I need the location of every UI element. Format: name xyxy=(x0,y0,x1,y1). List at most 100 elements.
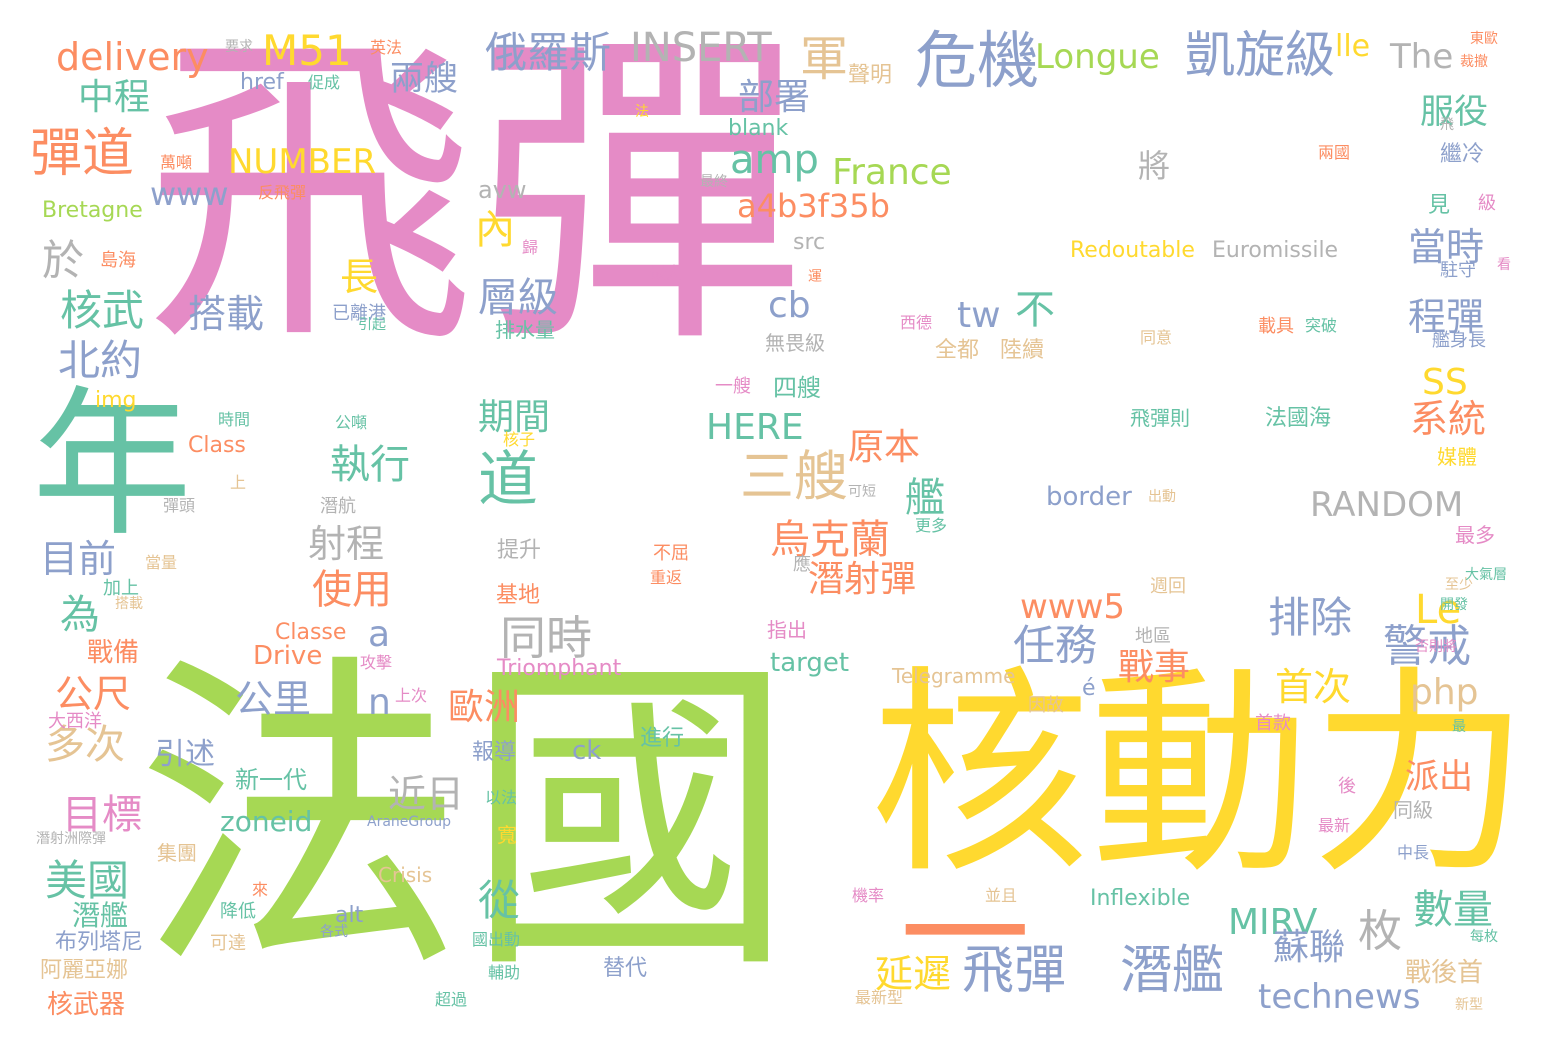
word-91-cjk: 報導 xyxy=(472,740,517,765)
word-56-cjk: 為 xyxy=(60,592,100,638)
word-34-cjk: 搭載 xyxy=(188,292,265,336)
word-176-cjk: 出動 xyxy=(1148,489,1176,505)
word-28-cjk: 內 xyxy=(475,207,515,253)
word-106-border: border xyxy=(1046,482,1132,512)
word-161-cjk: 潛射洲際彈 xyxy=(36,831,106,847)
word-19-cjk: 中程 xyxy=(78,77,151,118)
word-195-cjk: 東歐 xyxy=(1470,31,1498,47)
word-45-cjk: 三艘 xyxy=(740,445,848,508)
word-94-alt: alt xyxy=(335,903,364,928)
word-59-le: Le xyxy=(1415,587,1462,633)
word-60-cjk: 排除 xyxy=(1268,593,1353,642)
word-0-cjk: 飛彈 xyxy=(145,3,805,387)
word-41-cjk: 系統 xyxy=(1410,397,1487,441)
word-63-cjk: 戰事 xyxy=(1118,647,1191,688)
word-8-cjk: 潛艦 xyxy=(1120,941,1225,1001)
word-96-cjk: 戰後首 xyxy=(1405,958,1484,988)
word-192-cjk: 載具 xyxy=(1258,316,1294,337)
word-141-cjk: 大氣層 xyxy=(1465,567,1507,583)
word-12-cjk: 俄羅斯 xyxy=(485,28,612,77)
word-29-cjk: 於 xyxy=(42,236,85,285)
word-22-amp: amp xyxy=(730,137,819,183)
word-136-cjk: 指出 xyxy=(767,618,807,642)
word-145-cjk: 因故 xyxy=(1028,695,1064,716)
word-164-cjk: 上次 xyxy=(395,686,428,705)
word-123-cjk: 要求 xyxy=(225,39,253,55)
word-103-cjk: 加上 xyxy=(103,578,139,599)
word-42-here: HERE xyxy=(706,407,804,448)
word-66-n: n xyxy=(368,682,391,723)
word-4-cjk: 一 xyxy=(900,859,1031,1011)
word-125-cjk: 島海 xyxy=(100,250,136,271)
word-99-target: target xyxy=(770,648,850,678)
word-146-cjk: 最新 xyxy=(1318,816,1351,835)
word-122-cjk: 英法 xyxy=(370,38,403,57)
word-138-cjk: 週回 xyxy=(1150,576,1186,597)
word-6-cjk: 凱旋級 xyxy=(1185,26,1335,84)
word-72-cjk: 目標 xyxy=(62,792,142,838)
word-23-france: France xyxy=(832,152,952,193)
word-201-cjk: 來 xyxy=(252,880,269,899)
word-76-cjk: 從 xyxy=(478,876,521,925)
word-87-cjk: 引述 xyxy=(155,737,215,772)
word-166-cjk: 攻擊 xyxy=(360,653,393,672)
word-89-ck: ck xyxy=(572,736,602,766)
word-81-cjk: 延遲 xyxy=(875,952,952,996)
word-157-cjk: 超過 xyxy=(435,990,468,1009)
word-111-class: Class xyxy=(188,433,246,458)
word-2-cjk: 核動力 xyxy=(870,647,1531,903)
word-200-cjk: é xyxy=(1082,676,1096,701)
word-107-redoutable: Redoutable xyxy=(1070,238,1195,263)
word-187-cjk: 反飛彈 xyxy=(258,183,307,202)
word-150-cjk: 最新型 xyxy=(855,988,904,1007)
word-35-cb: cb xyxy=(768,285,811,326)
word-158-cjk: 各式 xyxy=(320,924,348,940)
word-143-cjk: 首款 xyxy=(1255,713,1291,734)
word-44-cjk: 道 xyxy=(478,445,538,515)
word-43-cjk: 期間 xyxy=(478,397,551,438)
word-38-cjk: 當時 xyxy=(1408,225,1485,269)
word-9-cjk: 彈道 xyxy=(30,124,135,184)
word-92-crisis: Crisis xyxy=(378,863,433,887)
word-13-insert: INSERT xyxy=(630,25,772,71)
word-159-cjk: 降低 xyxy=(220,901,256,922)
word-184-cjk: 運 xyxy=(808,269,822,285)
word-95-cjk: 替代 xyxy=(603,956,648,981)
word-36-tw: tw xyxy=(957,295,1001,336)
word-119-cjk: 無畏級 xyxy=(765,331,825,355)
word-109-bretagne: Bretagne xyxy=(42,198,143,223)
word-25-www: www xyxy=(150,175,229,213)
word-98-telegramme: Telegramme xyxy=(892,664,1016,688)
word-121-cjk: 聲明 xyxy=(848,63,893,88)
word-115-src: src xyxy=(793,230,826,255)
word-154-cjk: 以法 xyxy=(485,788,518,807)
word-39-cjk: 程彈 xyxy=(1408,295,1485,339)
word-97-triomphant: Triomphant xyxy=(497,656,622,681)
word-58-www5: www5 xyxy=(1020,587,1126,627)
word-172-cjk: 彈頭 xyxy=(163,496,196,515)
word-82-technews: technews xyxy=(1258,977,1421,1017)
word-126-cjk: 已離港 xyxy=(332,303,386,324)
word-71-cjk: 近日 xyxy=(388,772,465,816)
word-108-euromissile: Euromissile xyxy=(1212,238,1339,263)
word-18-cjk: 兩艘 xyxy=(390,59,458,99)
word-50-cjk: 射程 xyxy=(308,522,385,566)
word-190-cjk: 法 xyxy=(635,104,649,120)
word-61-cjk: 任務 xyxy=(1013,621,1098,670)
word-169-cjk: 不屈 xyxy=(653,543,689,564)
word-197-cjk: 看 xyxy=(1497,257,1511,273)
word-110-img: img xyxy=(95,388,137,413)
word-54-cjk: 同時 xyxy=(500,611,592,665)
word-167-cjk: 地區 xyxy=(1135,626,1171,647)
word-49-random: RANDOM xyxy=(1310,485,1464,525)
word-20-cjk: 部署 xyxy=(738,77,811,118)
word-104-cjk: 提升 xyxy=(497,538,542,563)
word-191-cjk: 同意 xyxy=(1140,328,1173,347)
word-32-cjk: 長 xyxy=(340,255,379,299)
word-88-cjk: 新一代 xyxy=(235,766,307,794)
word-69-cjk: 首次 xyxy=(1275,665,1352,709)
word-1-cjk: 法國 xyxy=(135,628,795,1012)
word-52-cjk: 烏克蘭 xyxy=(770,517,890,563)
word-68-php: php xyxy=(1410,672,1479,713)
